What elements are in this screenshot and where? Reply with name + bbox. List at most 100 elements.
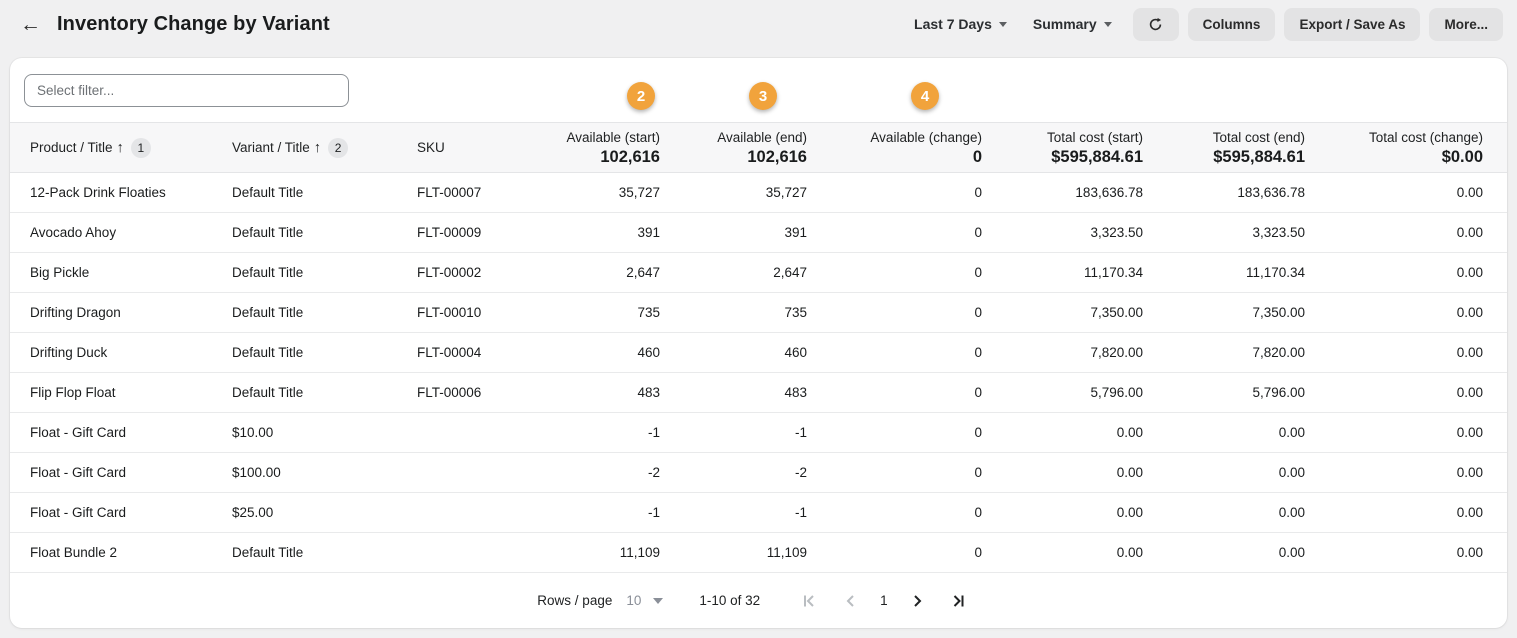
column-label: Product / Title bbox=[30, 140, 113, 155]
sort-order-badge: 1 bbox=[130, 137, 151, 158]
column-header-total-cost-start[interactable]: Total cost (start) $595,884.61 bbox=[983, 122, 1144, 173]
previous-page-button[interactable] bbox=[840, 590, 862, 612]
column-header-variant-title[interactable]: Variant / Title ↑ 2 bbox=[212, 122, 397, 173]
chevron-down-icon bbox=[653, 597, 664, 604]
cell-total-cost-start: 0.00 bbox=[983, 412, 1144, 453]
cell-available-end: 460 bbox=[661, 332, 808, 373]
cell-variant-title: Default Title bbox=[212, 292, 397, 333]
refresh-icon bbox=[1149, 17, 1162, 30]
cell-total-cost-start: 0.00 bbox=[983, 452, 1144, 493]
cell-sku bbox=[397, 532, 497, 573]
next-page-button[interactable] bbox=[906, 590, 928, 612]
cell-available-change: 0 bbox=[808, 172, 983, 213]
back-button[interactable]: ← bbox=[16, 14, 45, 35]
cell-product-title: Drifting Dragon bbox=[10, 292, 212, 333]
last-page-button[interactable] bbox=[948, 590, 970, 612]
column-header-sku[interactable]: SKU bbox=[397, 122, 497, 173]
cell-sku bbox=[397, 412, 497, 453]
report-card: 2 3 4 Product / Title ↑ 1 Variant / Titl… bbox=[10, 58, 1507, 628]
summary-available-start: 102,616 bbox=[600, 147, 660, 166]
cell-available-change: 0 bbox=[808, 212, 983, 253]
cell-total-cost-change: 0.00 bbox=[1306, 452, 1507, 493]
column-header-product-title[interactable]: Product / Title ↑ 1 bbox=[10, 122, 212, 173]
cell-available-end: 2,647 bbox=[661, 252, 808, 293]
cell-total-cost-end: 7,350.00 bbox=[1144, 292, 1306, 333]
filter-input[interactable] bbox=[24, 74, 349, 107]
cell-available-end: 35,727 bbox=[661, 172, 808, 213]
cell-available-start: -2 bbox=[497, 452, 661, 493]
cell-total-cost-start: 7,350.00 bbox=[983, 292, 1144, 333]
first-page-button[interactable] bbox=[798, 590, 820, 612]
topbar: ← Inventory Change by Variant Last 7 Day… bbox=[0, 0, 1517, 48]
cell-available-change: 0 bbox=[808, 412, 983, 453]
rows-per-page-select[interactable]: 10 bbox=[626, 593, 664, 608]
annotation-badge-2: 2 bbox=[627, 82, 655, 110]
cell-total-cost-change: 0.00 bbox=[1306, 332, 1507, 373]
cell-total-cost-end: 0.00 bbox=[1144, 492, 1306, 533]
table-body: 12-Pack Drink Floaties Default Title FLT… bbox=[10, 172, 1507, 573]
cell-total-cost-end: 5,796.00 bbox=[1144, 372, 1306, 413]
cell-available-end: 483 bbox=[661, 372, 808, 413]
table-row: Avocado Ahoy Default Title FLT-00009 391… bbox=[10, 212, 1507, 253]
cell-total-cost-change: 0.00 bbox=[1306, 292, 1507, 333]
cell-product-title: Float Bundle 2 bbox=[10, 532, 212, 573]
more-button[interactable]: More... bbox=[1429, 7, 1503, 41]
cell-total-cost-end: 0.00 bbox=[1144, 452, 1306, 493]
toolbar-buttons: Columns Export / Save As More... bbox=[1132, 7, 1503, 41]
table-row: Big Pickle Default Title FLT-00002 2,647… bbox=[10, 252, 1507, 293]
cell-sku: FLT-00004 bbox=[397, 332, 497, 373]
report-table: Product / Title ↑ 1 Variant / Title ↑ 2 … bbox=[10, 122, 1507, 573]
table-row: Float - Gift Card $100.00 -2 -2 0 0.00 0… bbox=[10, 452, 1507, 493]
cell-total-cost-end: 7,820.00 bbox=[1144, 332, 1306, 373]
cell-available-change: 0 bbox=[808, 452, 983, 493]
cell-sku: FLT-00007 bbox=[397, 172, 497, 213]
cell-available-end: -2 bbox=[661, 452, 808, 493]
cell-total-cost-end: 11,170.34 bbox=[1144, 252, 1306, 293]
cell-available-start: 2,647 bbox=[497, 252, 661, 293]
annotation-badge-3: 3 bbox=[749, 82, 777, 110]
cell-available-end: 11,109 bbox=[661, 532, 808, 573]
back-arrow-icon: ← bbox=[20, 12, 41, 36]
cell-variant-title: Default Title bbox=[212, 532, 397, 573]
summary-total-cost-end: $595,884.61 bbox=[1213, 147, 1305, 166]
cell-available-end: -1 bbox=[661, 412, 808, 453]
cell-available-change: 0 bbox=[808, 372, 983, 413]
cell-available-change: 0 bbox=[808, 532, 983, 573]
column-header-total-cost-change[interactable]: Total cost (change) $0.00 bbox=[1306, 122, 1507, 173]
sort-ascending-icon: ↑ bbox=[313, 139, 322, 156]
date-range-dropdown[interactable]: Last 7 Days bbox=[910, 10, 1011, 38]
summary-total-cost-start: $595,884.61 bbox=[1051, 147, 1143, 166]
cell-total-cost-start: 11,170.34 bbox=[983, 252, 1144, 293]
date-range-label: Last 7 Days bbox=[914, 16, 992, 32]
cell-total-cost-change: 0.00 bbox=[1306, 172, 1507, 213]
cell-variant-title: Default Title bbox=[212, 212, 397, 253]
cell-variant-title: Default Title bbox=[212, 372, 397, 413]
table-row: Float Bundle 2 Default Title 11,109 11,1… bbox=[10, 532, 1507, 573]
cell-variant-title: $25.00 bbox=[212, 492, 397, 533]
cell-variant-title: Default Title bbox=[212, 172, 397, 213]
columns-button[interactable]: Columns bbox=[1187, 7, 1276, 41]
table-row: Drifting Duck Default Title FLT-00004 46… bbox=[10, 332, 1507, 373]
summary-available-change: 0 bbox=[972, 147, 982, 166]
column-header-available-start[interactable]: Available (start) 102,616 bbox=[497, 122, 661, 173]
export-save-as-button[interactable]: Export / Save As bbox=[1284, 7, 1421, 41]
column-header-total-cost-end[interactable]: Total cost (end) $595,884.61 bbox=[1144, 122, 1306, 173]
cell-available-start: -1 bbox=[497, 492, 661, 533]
cell-product-title: Float - Gift Card bbox=[10, 492, 212, 533]
column-label: Variant / Title bbox=[232, 140, 310, 155]
cell-variant-title: $100.00 bbox=[212, 452, 397, 493]
cell-available-start: 735 bbox=[497, 292, 661, 333]
column-header-available-end[interactable]: Available (end) 102,616 bbox=[661, 122, 808, 173]
column-header-available-change[interactable]: Available (change) 0 bbox=[808, 122, 983, 173]
refresh-button[interactable] bbox=[1132, 7, 1179, 41]
cell-sku: FLT-00006 bbox=[397, 372, 497, 413]
view-mode-dropdown[interactable]: Summary bbox=[1029, 10, 1116, 38]
cell-available-start: 11,109 bbox=[497, 532, 661, 573]
cell-total-cost-change: 0.00 bbox=[1306, 532, 1507, 573]
summary-available-end: 102,616 bbox=[747, 147, 807, 166]
cell-available-change: 0 bbox=[808, 252, 983, 293]
cell-total-cost-change: 0.00 bbox=[1306, 212, 1507, 253]
chevron-down-icon bbox=[998, 21, 1007, 27]
cell-sku: FLT-00009 bbox=[397, 212, 497, 253]
cell-available-change: 0 bbox=[808, 492, 983, 533]
